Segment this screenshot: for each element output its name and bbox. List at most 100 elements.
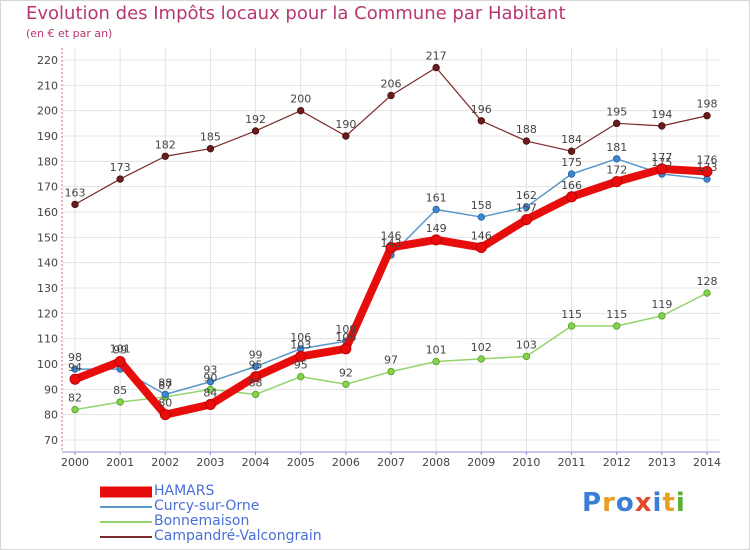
logo-letter: i [652, 488, 663, 518]
logo-letter: i [675, 488, 686, 518]
y-tick-label: 80 [44, 409, 58, 422]
data-label: 192 [245, 113, 266, 126]
data-point [475, 241, 487, 253]
data-label: 95 [294, 359, 308, 372]
y-tick-label: 120 [37, 307, 58, 320]
data-label: 166 [561, 179, 582, 192]
y-tick-label: 160 [37, 206, 58, 219]
data-label: 161 [426, 191, 447, 204]
y-tick-label: 140 [37, 257, 58, 270]
data-point [206, 385, 215, 394]
data-label: 162 [516, 189, 537, 202]
data-point [295, 350, 307, 362]
data-label: 200 [290, 93, 311, 106]
y-tick-label: 180 [37, 155, 58, 168]
legend-swatch [100, 486, 152, 497]
data-label: 184 [561, 133, 582, 146]
legend-swatch [100, 520, 152, 523]
legend-label: Curcy-sur-Orne [154, 498, 260, 514]
y-tick-label: 100 [37, 358, 58, 371]
legend-label: Campandré-Valcongrain [154, 528, 322, 544]
logo-letter: o [615, 488, 635, 518]
data-label: 158 [471, 199, 492, 212]
data-point [567, 170, 576, 178]
data-point [477, 117, 485, 125]
data-point [250, 371, 262, 383]
data-label: 182 [155, 138, 176, 151]
data-point [161, 390, 169, 399]
x-tick-label: 2012 [603, 456, 631, 469]
logo-letter: t [662, 488, 676, 518]
data-point [522, 203, 531, 211]
y-tick-label: 110 [37, 333, 58, 346]
data-label: 80 [158, 397, 172, 410]
legend-item: Bonnemaison [100, 513, 400, 529]
y-tick-label: 130 [37, 282, 58, 295]
data-label: 106 [290, 331, 311, 344]
data-label: 149 [426, 222, 447, 235]
data-label: 92 [339, 366, 353, 379]
data-label: 97 [384, 354, 398, 367]
x-tick-label: 2007 [377, 456, 405, 469]
data-point [656, 163, 668, 175]
data-point [340, 343, 352, 355]
data-point [385, 241, 397, 253]
proxiti-logo: Proxiti [582, 488, 686, 518]
data-label: 176 [697, 153, 718, 166]
data-label: 128 [697, 275, 718, 288]
chart-title: Evolution des Impôts locaux pour la Comm… [26, 3, 566, 24]
data-point [387, 367, 395, 376]
data-point [297, 106, 305, 115]
x-tick-label: 2010 [512, 456, 540, 469]
data-point [251, 362, 260, 371]
y-tick-label: 170 [37, 181, 58, 194]
data-label: 195 [606, 105, 627, 118]
data-label: 90 [203, 371, 217, 384]
data-point [432, 63, 440, 72]
y-tick-label: 190 [37, 130, 58, 143]
data-label: 99 [249, 349, 263, 362]
data-label: 82 [68, 392, 82, 405]
data-point [204, 399, 216, 411]
data-point [701, 165, 713, 177]
data-point [159, 409, 171, 421]
data-label: 85 [113, 384, 127, 397]
data-point [613, 322, 621, 330]
legend-label: Bonnemaison [154, 513, 250, 529]
y-tick-label: 220 [37, 54, 58, 67]
data-label: 84 [203, 387, 217, 400]
y-tick-label: 70 [44, 434, 58, 447]
data-label: 157 [516, 202, 537, 215]
data-label: 87 [158, 379, 172, 392]
x-tick-label: 2011 [558, 456, 586, 469]
data-point [611, 176, 623, 188]
x-tick-label: 2009 [467, 456, 495, 469]
data-label: 115 [561, 308, 582, 321]
legend-swatch [100, 535, 152, 538]
data-point [613, 155, 621, 163]
legend-item: Curcy-sur-Orne [100, 498, 400, 514]
data-label: 206 [381, 77, 402, 90]
data-label: 175 [651, 156, 672, 169]
x-tick-label: 2008 [422, 456, 450, 469]
logo-letter: P [582, 488, 603, 518]
logo-letter: x [634, 488, 653, 518]
legend-label: HAMARS [154, 483, 215, 499]
y-tick-label: 90 [44, 383, 58, 396]
data-label: 173 [697, 161, 718, 174]
x-tick-label: 2004 [242, 456, 270, 469]
data-point [522, 137, 531, 145]
data-label: 194 [651, 108, 672, 121]
data-point [161, 152, 169, 160]
data-label: 103 [290, 338, 311, 351]
data-label: 188 [516, 123, 537, 136]
data-label: 99 [113, 343, 127, 356]
data-point [477, 213, 485, 221]
data-point [432, 357, 440, 366]
data-point [114, 355, 126, 367]
x-tick-label: 2000 [61, 456, 89, 469]
data-label: 190 [335, 118, 356, 131]
x-tick-label: 2013 [648, 456, 676, 469]
data-label: 143 [381, 237, 402, 250]
